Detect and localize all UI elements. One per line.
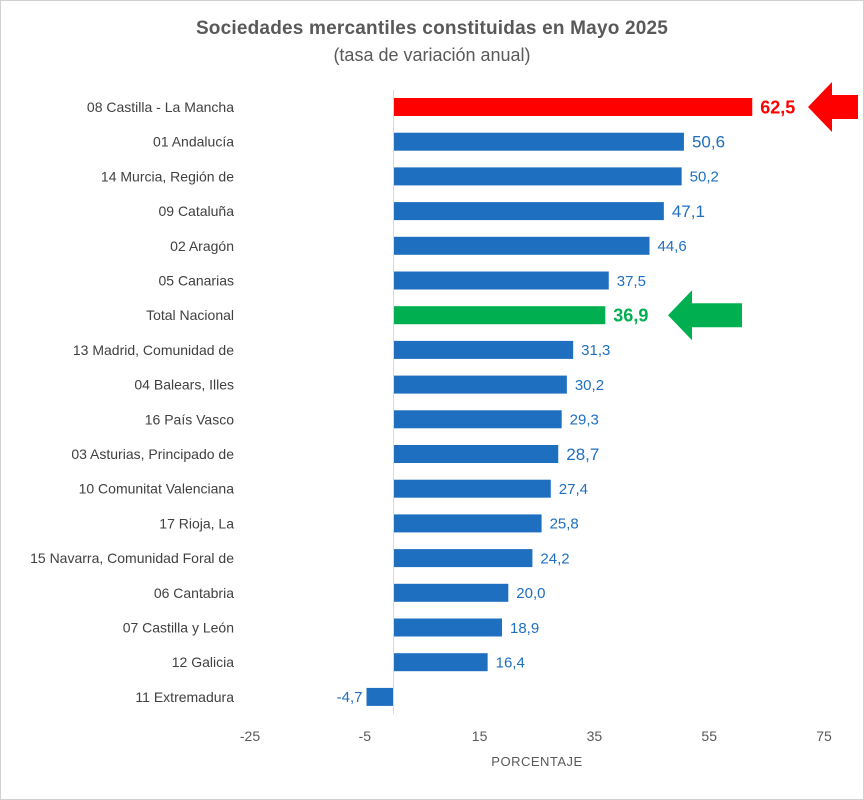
- bars-group: [366, 98, 753, 706]
- category-label: 14 Murcia, Región de: [101, 168, 234, 184]
- bar: [393, 271, 609, 290]
- value-label: 37,5: [617, 273, 646, 290]
- value-label: 29,3: [570, 412, 599, 429]
- value-label: 25,8: [550, 516, 579, 533]
- value-label: 16,4: [496, 654, 525, 671]
- bar: [393, 410, 562, 429]
- value-label: 28,7: [566, 445, 599, 464]
- value-labels: 62,5 50,6 50,2 47,1 44,6 37,5 36,931,3 30,2 29,3…: [337, 97, 796, 706]
- value-label: 31,3: [581, 342, 610, 359]
- x-tick-label: -5: [359, 728, 372, 744]
- x-tick-label: 35: [587, 728, 603, 744]
- bar: [366, 687, 394, 706]
- value-label: 47,1: [672, 202, 705, 221]
- green-arrow-icon: [668, 290, 742, 341]
- value-label: 18,9: [510, 620, 539, 637]
- category-label: 17 Rioja, La: [159, 515, 234, 531]
- x-tick-label: 15: [472, 728, 488, 744]
- bar: [393, 514, 542, 533]
- bar: [393, 445, 559, 463]
- category-label: 10 Comunitat Valenciana: [79, 481, 235, 497]
- category-label: 16 País Vasco: [145, 411, 234, 427]
- value-label: 24,2: [540, 550, 569, 567]
- category-label: 02 Aragón: [170, 238, 234, 254]
- value-label: 62,5: [760, 97, 795, 117]
- value-label: 30,2: [575, 377, 604, 394]
- chart-title: Sociedades mercantiles constituidas en M…: [195, 18, 669, 39]
- bar: [393, 375, 567, 394]
- value-label: 36,9: [613, 306, 648, 326]
- x-axis-title: PORCENTAJE: [491, 754, 582, 769]
- bar: [393, 340, 574, 359]
- category-label: 06 Cantabria: [154, 585, 234, 601]
- x-tick-label: 75: [816, 728, 832, 744]
- value-label: -4,7: [337, 689, 363, 706]
- bar: [393, 98, 753, 116]
- category-label: 07 Castilla y León: [123, 620, 234, 636]
- bar: [393, 479, 551, 498]
- chart-subtitle: (tasa de variación anual): [333, 45, 531, 65]
- value-label: 27,4: [559, 481, 588, 498]
- bar: [393, 236, 650, 255]
- value-label: 50,2: [690, 169, 719, 186]
- red-arrow-icon: [808, 82, 858, 132]
- bar: [393, 202, 664, 221]
- category-label: 13 Madrid, Comunidad de: [73, 342, 234, 358]
- x-tick-label: 55: [701, 728, 717, 744]
- bar: [393, 618, 502, 637]
- bar: [393, 306, 606, 325]
- x-tick-labels: -25 -5 15 35 55 75: [240, 728, 832, 744]
- category-label: 05 Canarias: [159, 273, 235, 289]
- highlight-arrows: [668, 82, 858, 341]
- category-label: 15 Navarra, Comunidad Foral de: [30, 550, 234, 566]
- bar: [393, 583, 509, 602]
- value-label: 50,6: [692, 133, 725, 152]
- category-label: 08 Castilla - La Mancha: [87, 99, 234, 115]
- category-label: 12 Galicia: [172, 654, 234, 670]
- x-tick-label: -25: [240, 728, 260, 744]
- category-labels: 08 Castilla - La Mancha 01 Andalucía 14 Mu…: [30, 99, 234, 705]
- bar: [393, 549, 533, 568]
- value-label: 44,6: [658, 238, 687, 255]
- bar: [393, 167, 682, 186]
- category-label: 04 Balears, Illes: [134, 377, 234, 393]
- category-label: 09 Cataluña: [158, 203, 234, 219]
- value-label: 20,0: [516, 585, 545, 602]
- category-label: 03 Asturias, Principado de: [71, 446, 234, 462]
- category-label: 11 Extremadura: [135, 689, 234, 705]
- category-label: 01 Andalucía: [153, 134, 234, 150]
- category-label: Total Nacional: [146, 307, 234, 323]
- bar: [393, 653, 488, 672]
- bar: [393, 132, 684, 151]
